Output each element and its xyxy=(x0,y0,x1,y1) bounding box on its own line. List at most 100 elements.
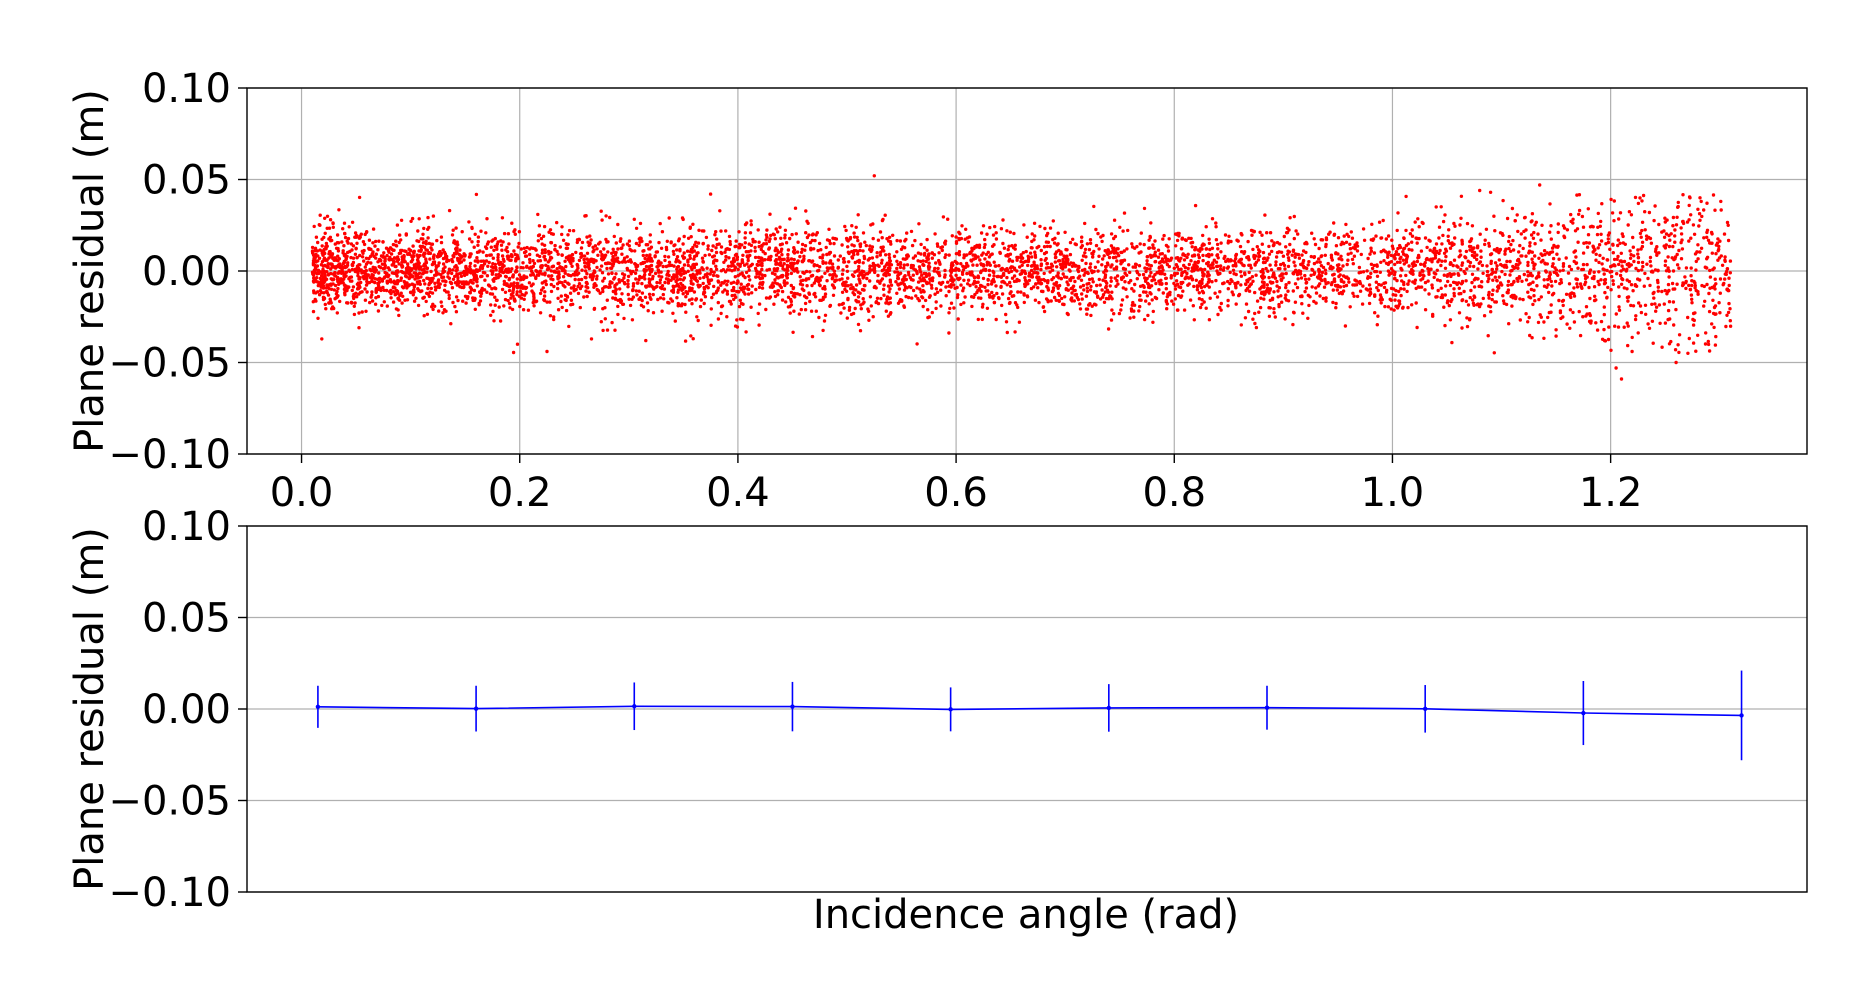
scatter-point xyxy=(724,229,728,233)
scatter-point xyxy=(1616,254,1620,259)
scatter-point xyxy=(1451,263,1455,268)
scatter-point xyxy=(709,278,714,282)
scatter-point xyxy=(1413,278,1418,282)
scatter-point xyxy=(1663,259,1668,263)
scatter-point xyxy=(532,304,536,308)
scatter-point xyxy=(373,280,377,285)
scatter-point xyxy=(622,280,627,285)
scatter-point xyxy=(962,278,966,282)
scatter-point xyxy=(1119,308,1123,312)
scatter-point xyxy=(324,241,329,246)
scatter-point xyxy=(1080,244,1085,248)
scatter-point xyxy=(1687,239,1691,243)
scatter-point xyxy=(1564,256,1568,260)
scatter-point xyxy=(638,221,643,226)
scatter-point xyxy=(1366,288,1370,292)
scatter-point xyxy=(655,280,659,285)
scatter-point xyxy=(1331,300,1335,305)
scatter-point xyxy=(564,246,568,250)
scatter-point xyxy=(740,259,744,263)
scatter-point xyxy=(1619,269,1623,273)
scatter-point xyxy=(1215,295,1220,299)
scatter-point xyxy=(1599,278,1603,282)
scatter-point xyxy=(620,292,624,296)
scatter-point xyxy=(892,254,897,258)
scatter-point xyxy=(1627,262,1631,266)
scatter-point xyxy=(1300,302,1304,306)
scatter-point xyxy=(1173,271,1177,276)
scatter-point xyxy=(1254,325,1259,330)
scatter-point xyxy=(1123,267,1128,271)
scatter-point xyxy=(934,261,938,265)
scatter-point xyxy=(1372,263,1376,268)
scatter-point xyxy=(1227,234,1231,238)
scatter-point xyxy=(1358,289,1363,293)
scatter-point xyxy=(1677,350,1681,355)
scatter-point xyxy=(1057,293,1062,298)
scatter-point xyxy=(397,313,401,318)
scatter-point xyxy=(955,285,959,290)
scatter-point xyxy=(1460,242,1465,246)
scatter-point xyxy=(1703,342,1708,346)
scatter-point xyxy=(1110,308,1114,312)
scatter-point xyxy=(320,244,324,248)
scatter-point xyxy=(1112,246,1116,250)
scatter-point xyxy=(357,311,361,315)
scatter-point xyxy=(744,270,749,275)
scatter-point xyxy=(1622,259,1627,264)
scatter-point xyxy=(570,264,574,268)
scatter-point xyxy=(868,267,872,271)
scatter-point xyxy=(1572,286,1576,290)
scatter-point xyxy=(870,256,875,260)
scatter-point xyxy=(644,338,648,343)
scatter-point xyxy=(413,277,417,281)
scatter-point xyxy=(595,277,599,281)
scatter-point xyxy=(757,240,761,244)
scatter-point xyxy=(1611,251,1616,255)
scatter-point xyxy=(1404,194,1408,199)
scatter-point xyxy=(1495,264,1499,268)
scatter-point xyxy=(1334,251,1338,256)
scatter-point xyxy=(1223,233,1228,237)
scatter-point xyxy=(824,261,828,265)
scatter-point xyxy=(833,279,837,284)
scatter-point xyxy=(1638,231,1643,236)
scatter-point xyxy=(1094,227,1098,232)
scatter-point xyxy=(845,264,849,269)
scatter-point xyxy=(598,268,602,272)
scatter-point xyxy=(556,296,560,300)
scatter-point xyxy=(585,251,590,255)
scatter-point xyxy=(493,286,497,290)
scatter-point xyxy=(585,257,589,261)
scatter-point xyxy=(1706,339,1711,344)
scatter-point xyxy=(786,248,791,252)
scatter-point xyxy=(1094,303,1098,307)
scatter-point xyxy=(483,245,488,249)
scatter-point xyxy=(1103,275,1108,279)
scatter-point xyxy=(760,273,764,277)
scatter-point xyxy=(626,285,630,289)
scatter-point xyxy=(1500,283,1504,287)
scatter-point xyxy=(1369,271,1373,276)
scatter-point xyxy=(1683,275,1687,279)
scatter-point xyxy=(879,296,883,301)
scatter-point xyxy=(682,234,686,239)
scatter-point xyxy=(349,275,354,279)
scatter-point xyxy=(1039,258,1043,262)
scatter-point xyxy=(1605,296,1609,300)
scatter-point xyxy=(1230,279,1234,283)
scatter-point xyxy=(879,261,884,265)
scatter-point xyxy=(1264,266,1268,271)
scatter-point xyxy=(1181,289,1185,293)
scatter-point xyxy=(749,305,753,309)
scatter-point xyxy=(1712,325,1716,330)
scatter-point xyxy=(760,263,764,268)
scatter-point xyxy=(1198,280,1202,284)
scatter-point xyxy=(494,276,498,280)
scatter-point xyxy=(643,273,647,277)
scatter-point xyxy=(625,255,629,259)
scatter-point xyxy=(1222,256,1226,261)
scatter-point xyxy=(1010,276,1015,280)
scatter-point xyxy=(1317,257,1321,261)
scatter-point xyxy=(905,231,909,235)
